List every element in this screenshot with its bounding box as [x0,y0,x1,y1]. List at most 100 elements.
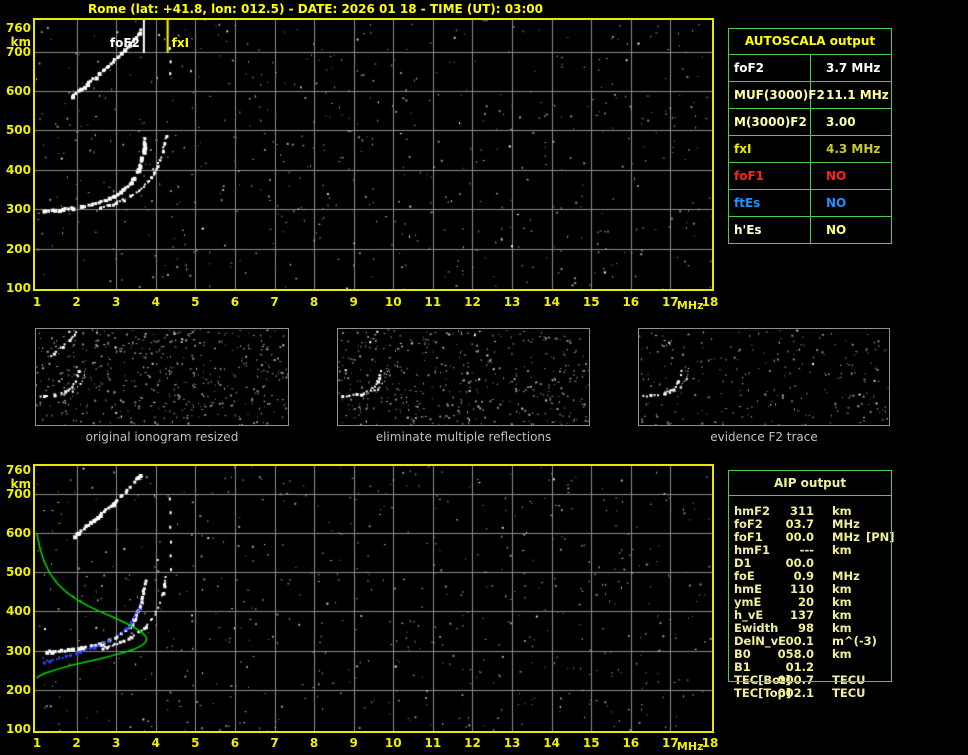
x-tick-label: 13 [503,295,521,309]
y-tick-label: 400 [5,604,31,619]
x-tick-label: 3 [111,736,121,750]
y-tick-label: 300 [5,202,31,217]
thumbnail-caption: evidence F2 trace [710,430,818,444]
aip-row-TEC[Top]: TEC[Top] 002.1 TECU [728,687,918,700]
param-note: [PN] [866,530,895,544]
param-label: hmF1 [734,543,771,557]
aip-row-B0: B0 058.0 km [728,648,918,661]
autoscala-row-MUF(3000)F2: MUF(3000)F2 11.1 MHz [729,81,891,108]
aip-table-title: AIP output [729,471,891,496]
x-tick-label: 13 [503,736,521,750]
param-value: 110 [789,582,814,596]
param-value: NO [826,169,847,183]
y-tick-label: 700 [5,44,31,59]
x-axis-unit-label: MHz [676,299,704,312]
x-tick-label: 14 [543,736,560,750]
thumbnail-canvas [338,329,589,425]
x-tick-label: 12 [464,736,481,750]
thumbnail-original-ionogram [35,328,289,426]
x-tick-label: 12 [464,295,481,309]
param-label: h'Es [729,217,811,243]
param-value: 0.9 [793,569,814,583]
x-tick-label: 10 [384,736,402,750]
param-label: TEC[Top] [734,686,792,700]
thumbnail-caption: original ionogram resized [85,430,239,444]
aip-row-foE: foE 0.9 MHz [728,570,918,583]
param-unit: km [832,582,852,596]
param-label: foF1 [734,530,763,544]
x-tick-label: 16 [622,295,640,309]
param-unit: km [832,621,852,635]
param-value: --- [799,543,814,557]
thumbnail-canvas [639,329,889,425]
param-label: B1 [734,660,751,674]
x-tick-label: 16 [622,736,640,750]
param-unit: MHz [832,517,860,531]
param-label: foF2 [729,55,811,81]
x-tick-label: 18 [701,295,719,309]
x-tick-label: 2 [72,736,81,750]
x-axis-unit-label: MHz [676,740,704,753]
x-tick-label: 6 [230,736,240,750]
x-tick-label: 2 [72,295,81,309]
aip-row-h_vE: h_vE 137 km [728,609,918,622]
y-tick-label: 400 [5,162,31,177]
x-tick-label: 9 [349,295,358,309]
param-label: TEC[Bot] [734,673,791,687]
autoscala-table-title: AUTOSCALA output [729,29,891,55]
param-label: hmE [734,582,763,596]
param-value: 00.0 [785,556,814,570]
y-tick-label: 200 [5,241,31,256]
thumbnail-canvas [36,329,288,425]
param-value: 002.1 [777,686,814,700]
aip-row-foF1: foF1 00.0 MHz [PN] [728,531,918,544]
param-label: Ewidth [734,621,779,635]
autoscala-row-h'Es: h'Es NO [729,216,891,243]
y-tick-label: 600 [5,84,31,99]
y-axis-unit-label: km [10,477,31,491]
autoscala-row-foF1: foF1 NO [729,162,891,189]
x-tick-label: 5 [191,736,200,750]
param-value: 137 [789,608,814,622]
param-unit: km [832,608,852,622]
thumbnail-eliminate-reflections [337,328,590,426]
fxi-marker-label: fxI [171,36,190,50]
autoscala-row-ftEs: ftEs NO [729,189,891,216]
param-unit: m^(-3) [832,634,877,648]
y-tick-label: 700 [5,486,31,501]
x-tick-label: 8 [309,736,319,750]
y-tick-label: 100 [5,722,31,736]
param-value: 98 [797,621,814,635]
param-value: 000.7 [777,673,814,687]
aip-row-B1: B1 01.2 [728,661,918,674]
x-tick-label: 17 [662,736,679,750]
autoscala-row-foF2: foF2 3.7 MHz [729,55,891,81]
y-tick-label: 500 [5,123,31,138]
x-tick-label: 1 [32,736,42,750]
x-tick-label: 15 [582,295,600,309]
aip-row-hmF2: hmF2 311 km [728,505,918,518]
autoscala-output-table: AUTOSCALA output foF2 3.7 MHz MUF(3000)F2 1… [728,28,892,244]
param-unit: km [832,595,852,609]
param-label: fxI [729,136,811,162]
param-value: 00.0 [785,530,814,544]
thumbnail-evidence-f2-trace [638,328,890,426]
x-tick-label: 3 [111,295,121,309]
param-label: foF1 [729,163,811,189]
param-unit: TECU [832,686,866,700]
x-tick-label: 9 [349,736,358,750]
param-unit: km [832,647,852,661]
x-tick-label: 10 [384,295,402,309]
param-unit: km [832,504,852,518]
x-tick-label: 14 [543,295,560,309]
x-tick-label: 4 [151,295,160,309]
y-axis-unit-label: km [10,35,31,49]
y-tick-label: 100 [5,281,31,295]
param-value: 3.7 MHz [826,61,881,75]
param-label: B0 [734,647,751,661]
param-label: foF2 [734,517,763,531]
param-value: 4.3 MHz [826,142,881,156]
param-unit: TECU [832,673,866,687]
param-label: DelN_vE [734,634,787,648]
param-value: 3.00 [826,115,856,129]
